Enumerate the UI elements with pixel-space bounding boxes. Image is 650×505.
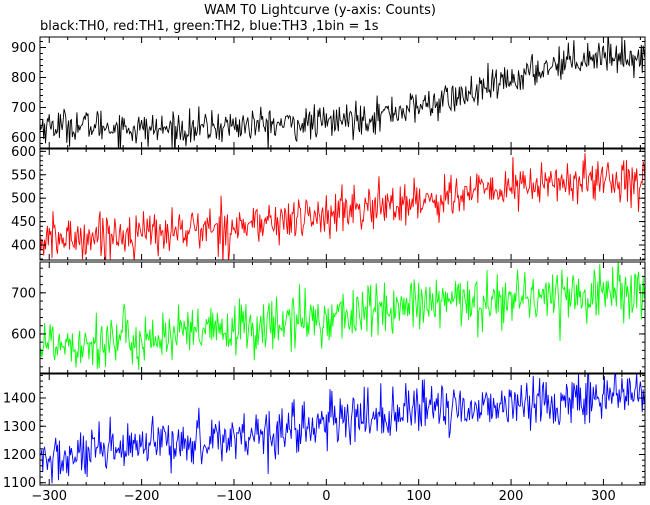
series-line-th2 [40, 262, 645, 370]
y-tick-label: 600 [11, 145, 36, 160]
y-tick-label: 1100 [3, 476, 36, 491]
x-tick-label: −200 [124, 489, 160, 504]
x-tick-label: 300 [591, 489, 616, 504]
panel-th0: 600 700 800 900 [11, 36, 646, 149]
y-tick-label: 1400 [3, 392, 36, 407]
chart-subtitle: black:TH0, red:TH1, green:TH2, blue:TH3 … [40, 19, 379, 34]
panel-th1: 400 450 500 550 600 [11, 145, 646, 261]
y-tick-label: 800 [11, 71, 36, 86]
chart-title: WAM T0 Lightcurve (y-axis: Counts) [204, 3, 436, 18]
y-tick-label: 600 [11, 327, 36, 342]
series-line-th0 [40, 37, 645, 148]
y-tick-label: 1300 [3, 420, 36, 435]
y-tick-label: 700 [11, 101, 36, 116]
x-tick-label: 100 [406, 489, 431, 504]
panel-frame [39, 36, 646, 149]
panel-th2: 600 700 [11, 261, 646, 374]
x-tick-label: 0 [322, 489, 330, 504]
x-tick-label: −100 [216, 489, 252, 504]
panels-group: 6007008009004004505005506006007001100120… [3, 36, 646, 491]
y-tick-label: 500 [11, 192, 36, 207]
y-tick-label: 1200 [3, 448, 36, 463]
y-tick-label: 600 [11, 131, 36, 146]
x-tick-label: 200 [499, 489, 524, 504]
y-tick-label: 450 [11, 215, 36, 230]
series-line-th1 [40, 153, 645, 260]
y-tick-label: 900 [11, 41, 36, 56]
x-axis: −300 −200 −100 0 100 200 300 [31, 489, 615, 504]
y-tick-label: 550 [11, 168, 36, 183]
y-tick-label: 400 [11, 239, 36, 254]
y-tick-label: 700 [11, 286, 36, 301]
series-line-th3 [40, 374, 645, 484]
panel-frame [39, 148, 646, 261]
panel-frame [39, 373, 646, 486]
x-tick-label: −300 [31, 489, 67, 504]
panel-th3: 1100 1200 1300 1400 [3, 373, 646, 491]
